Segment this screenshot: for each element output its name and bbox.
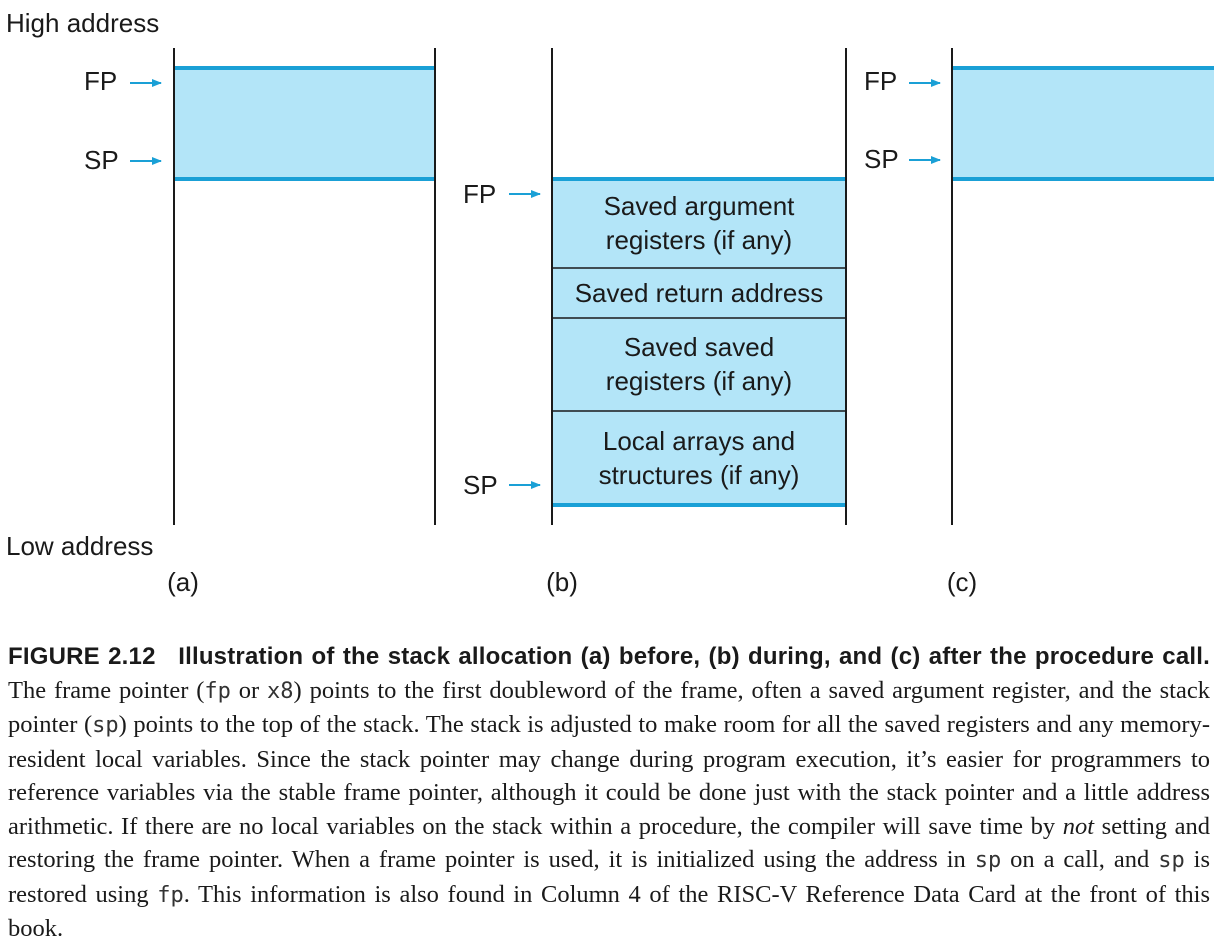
caption-text: ) points to the top of the stack. The st… [8, 711, 1210, 840]
code-term: sp [92, 713, 119, 738]
caption-text: The frame pointer ( [8, 676, 205, 704]
panel-label-c: (c) [947, 567, 977, 597]
caption-text: or [230, 676, 268, 704]
fp-label-c: FP [864, 66, 897, 96]
caption-text: . This information is also found in Colu… [8, 880, 1210, 943]
stack-frame-c [952, 68, 1214, 179]
caption-text: setting and restoring the frame pointer.… [8, 812, 1210, 874]
code-term: fp [157, 882, 184, 908]
caption-text: is restored using [8, 846, 1210, 908]
low-address-label: Low address [6, 531, 153, 561]
code-term: fp [204, 678, 231, 704]
caption-text: on a call, and [1001, 846, 1159, 873]
saved-return-address: Saved return address [575, 278, 824, 308]
sp-label-c: SP [864, 144, 899, 174]
caption-body: The frame pointer (fp or x8) points to t… [8, 677, 1210, 943]
stack-frame-b [552, 179, 846, 505]
code-term: sp [1158, 848, 1185, 873]
figure-number: FIGURE 2.12 [8, 643, 156, 670]
fp-label-b: FP [463, 179, 496, 209]
saved-argument-registers-line1: Saved argument [604, 191, 796, 221]
high-address-label: High address [6, 8, 159, 38]
caption-text: ) points to the first doubleword of the … [8, 676, 1210, 739]
fp-label-a: FP [84, 66, 117, 96]
emphasis-text: not [1062, 812, 1095, 840]
panel-label-a: (a) [167, 567, 199, 597]
local-arrays-line1: Local arrays and [603, 426, 795, 456]
figure-title: Illustration of the stack allocation (a)… [178, 643, 1211, 670]
saved-saved-registers-line2: registers (if any) [606, 366, 792, 396]
saved-argument-registers-line2: registers (if any) [606, 225, 792, 255]
local-arrays-line2: structures (if any) [599, 460, 800, 490]
sp-label-b: SP [463, 470, 498, 500]
stack-frame-a [174, 68, 435, 179]
panel-c: FP SP (c) [864, 48, 1214, 597]
panel-label-b: (b) [546, 567, 578, 597]
code-term: x8 [267, 678, 294, 704]
panel-a: FP SP (a) [84, 48, 436, 597]
code-term: sp [974, 848, 1002, 873]
sp-label-a: SP [84, 145, 119, 175]
saved-saved-registers-line1: Saved saved [624, 332, 774, 362]
stack-diagram: High address Low address FP SP (a) Saved… [6, 8, 1214, 597]
figure-caption: FIGURE 2.12 Illustration of the stack al… [8, 640, 1210, 946]
panel-b: Saved argument registers (if any) Saved … [463, 48, 847, 597]
